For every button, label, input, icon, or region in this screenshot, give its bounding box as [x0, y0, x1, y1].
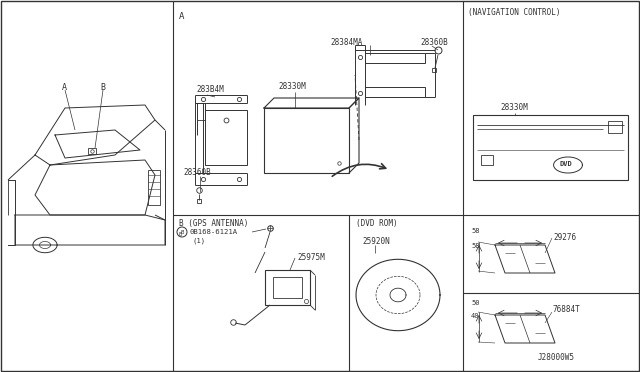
- Text: 0B168-6121A: 0B168-6121A: [189, 229, 237, 235]
- Text: J28000W5: J28000W5: [538, 353, 575, 362]
- Text: (DVD ROM): (DVD ROM): [356, 219, 397, 228]
- Bar: [608, 121, 622, 133]
- Text: 25920N: 25920N: [362, 237, 390, 246]
- Bar: [264, 108, 349, 173]
- Text: 28330M: 28330M: [500, 103, 528, 112]
- Text: B: B: [179, 231, 182, 237]
- Text: (NAVIGATION CONTROL): (NAVIGATION CONTROL): [468, 8, 561, 17]
- Text: A: A: [62, 83, 67, 92]
- Text: 28384MA: 28384MA: [330, 38, 362, 47]
- Bar: [195, 103, 203, 173]
- Text: 28330M: 28330M: [278, 82, 306, 91]
- Text: 58: 58: [471, 228, 479, 234]
- Bar: [148, 170, 160, 205]
- Bar: [273, 277, 302, 298]
- Text: DVD: DVD: [560, 161, 573, 167]
- Text: 40: 40: [471, 313, 479, 319]
- Text: (1): (1): [193, 237, 206, 244]
- Text: 25975M: 25975M: [297, 253, 324, 262]
- Bar: [205, 110, 247, 165]
- Bar: [365, 87, 425, 97]
- Text: B: B: [100, 83, 105, 92]
- Text: A: A: [179, 12, 184, 21]
- Text: 28360B: 28360B: [183, 168, 211, 177]
- Bar: [265, 270, 310, 305]
- Text: 28360B: 28360B: [420, 38, 448, 47]
- Text: 283B4M: 283B4M: [196, 85, 224, 94]
- Text: 29276: 29276: [553, 233, 576, 242]
- Text: 58: 58: [471, 243, 479, 249]
- Text: 76884T: 76884T: [553, 305, 580, 314]
- Bar: [88, 148, 96, 154]
- Text: 50: 50: [471, 300, 479, 306]
- Text: B (GPS ANTENNA): B (GPS ANTENNA): [179, 219, 248, 228]
- Text: B: B: [180, 230, 184, 234]
- Bar: [365, 53, 425, 63]
- Bar: [481, 155, 493, 165]
- Bar: [473, 115, 628, 180]
